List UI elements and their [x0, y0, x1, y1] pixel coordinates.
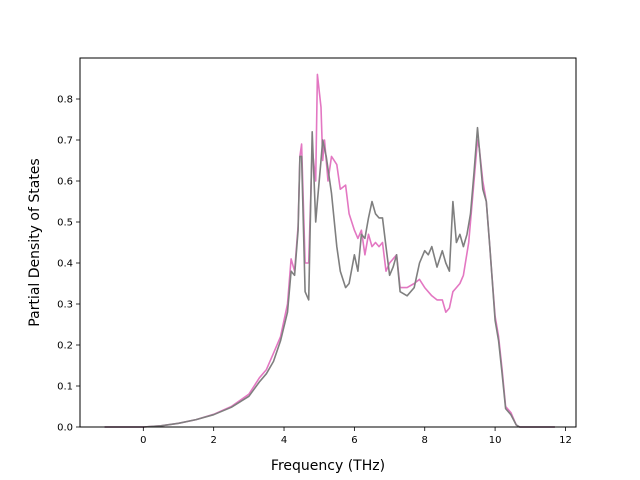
x-tick-label: 2: [210, 435, 216, 446]
y-tick-label: 0.5: [57, 218, 73, 229]
y-axis-ticks: 0.0 0.1 0.2 0.3 0.4 0.5 0.6 0.7 0.8: [57, 95, 80, 434]
y-tick-label: 0.8: [57, 95, 73, 106]
x-tick-label: 6: [351, 435, 357, 446]
x-tick-label: 10: [489, 435, 502, 446]
x-tick-label: 8: [422, 435, 428, 446]
plot-frame: [79, 57, 577, 428]
y-tick-label: 0.7: [57, 136, 73, 147]
y-tick-label: 0.0: [57, 423, 73, 434]
x-tick-label: 4: [281, 435, 287, 446]
x-axis-label: Frequency (THz): [271, 458, 385, 474]
y-tick-label: 0.2: [57, 341, 73, 352]
y-axis-label: Partial Density of States: [27, 158, 43, 326]
y-tick-label: 0.4: [57, 259, 73, 270]
plot-lines: [104, 73, 555, 428]
x-tick-label: 12: [559, 435, 572, 446]
series-line-1: [104, 73, 555, 428]
x-axis-ticks: 0 2 4 6 8 10 12: [140, 427, 572, 446]
series-line-2: [104, 126, 555, 428]
x-tick-label: 0: [140, 435, 146, 446]
y-tick-label: 0.1: [57, 382, 73, 393]
y-tick-label: 0.6: [57, 177, 73, 188]
y-tick-label: 0.3: [57, 300, 73, 311]
